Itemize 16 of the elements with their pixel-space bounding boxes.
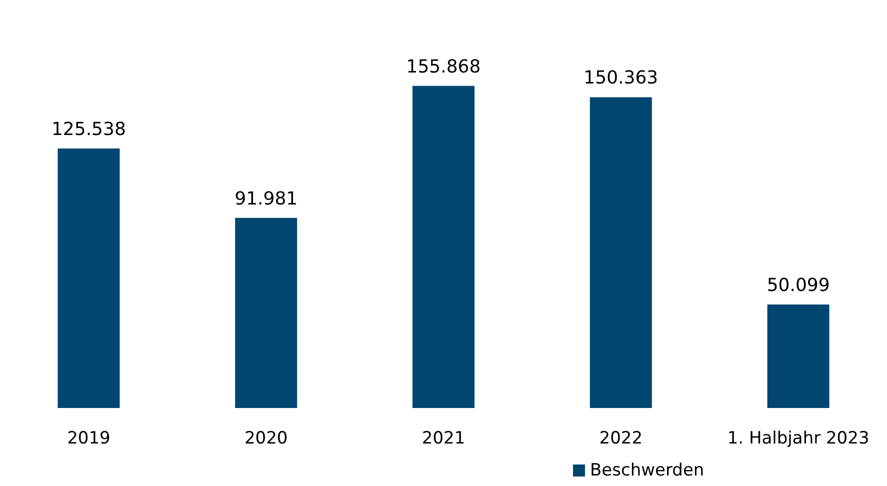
x-tick-label: 2020 xyxy=(244,428,288,448)
data-label: 125.538 xyxy=(51,119,126,140)
legend-label: Beschwerden xyxy=(590,460,704,480)
x-tick-label: 2019 xyxy=(67,428,110,448)
data-label: 150.363 xyxy=(584,68,658,89)
data-label: 50.099 xyxy=(766,274,830,296)
x-tick-label: 2021 xyxy=(422,428,466,448)
bar xyxy=(412,86,474,408)
bar xyxy=(590,97,652,408)
x-tick-label: 1. Halbjahr 2023 xyxy=(727,428,870,448)
x-tick-label: 2022 xyxy=(599,428,643,448)
bar xyxy=(235,218,298,408)
bar xyxy=(767,304,830,408)
data-label: 91.981 xyxy=(234,188,298,210)
data-label: 155.868 xyxy=(406,56,481,78)
bar xyxy=(58,148,120,408)
